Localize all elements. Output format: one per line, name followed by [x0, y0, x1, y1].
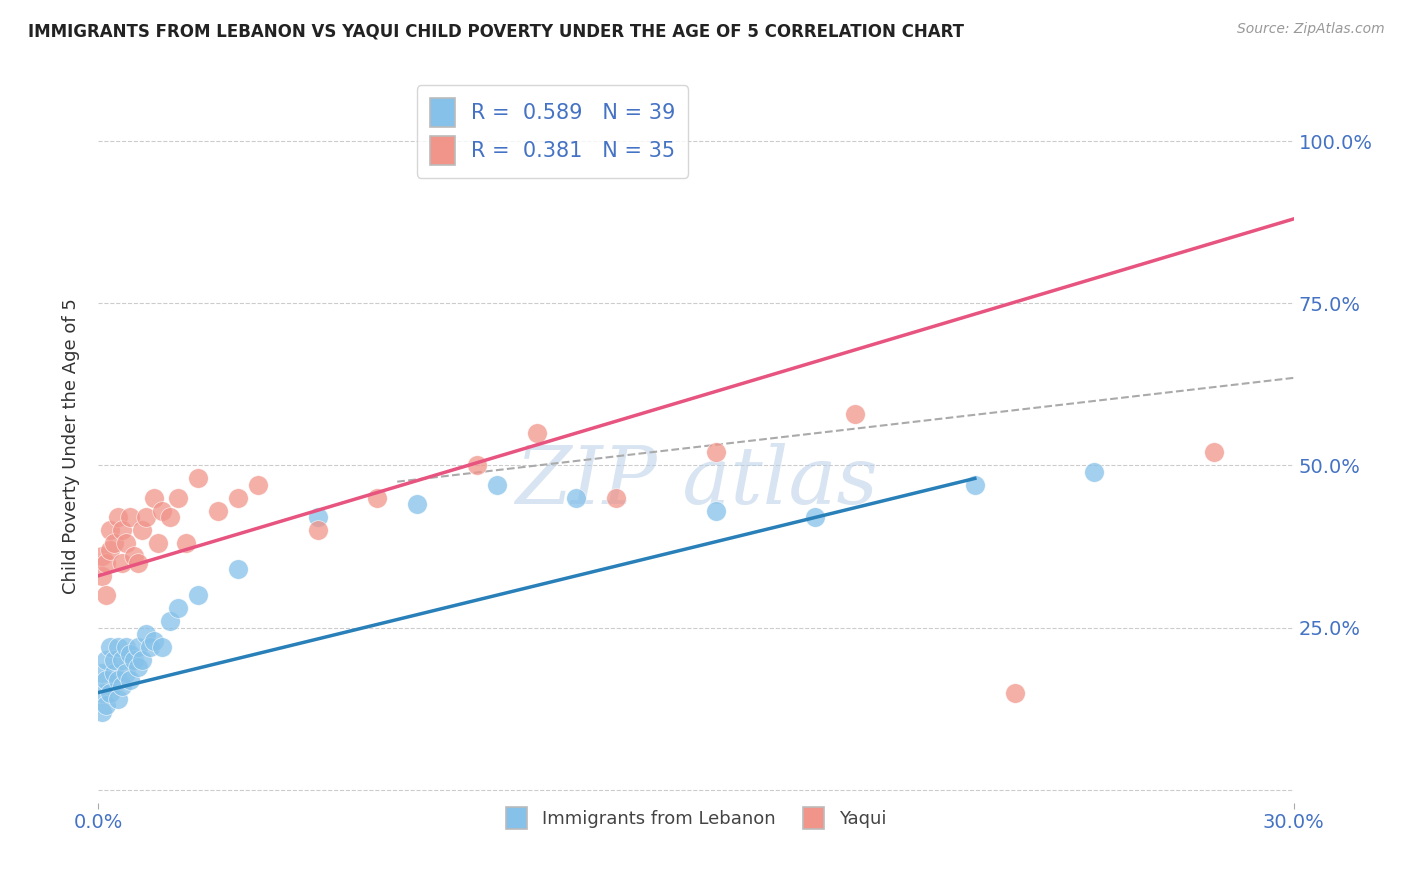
- Point: [1083, 465, 1105, 479]
- Point: [167, 491, 190, 505]
- Point: [103, 666, 125, 681]
- Point: [103, 653, 125, 667]
- Point: [1202, 445, 1225, 459]
- Y-axis label: Child Poverty Under the Age of 5: Child Poverty Under the Age of 5: [62, 298, 80, 594]
- Point: [115, 640, 138, 654]
- Point: [124, 549, 146, 564]
- Point: [96, 673, 118, 687]
- Point: [96, 588, 118, 602]
- Point: [91, 705, 114, 719]
- Point: [127, 659, 149, 673]
- Point: [98, 542, 122, 557]
- Point: [115, 666, 138, 681]
- Point: [91, 549, 114, 564]
- Point: [111, 524, 134, 538]
- Point: [159, 614, 181, 628]
- Point: [187, 588, 209, 602]
- Point: [103, 536, 125, 550]
- Point: [307, 524, 329, 538]
- Point: [127, 556, 149, 570]
- Point: [107, 640, 129, 654]
- Point: [107, 673, 129, 687]
- Point: [115, 536, 138, 550]
- Point: [226, 491, 249, 505]
- Point: [98, 524, 122, 538]
- Point: [124, 653, 146, 667]
- Point: [704, 445, 727, 459]
- Point: [804, 510, 827, 524]
- Point: [111, 679, 134, 693]
- Point: [207, 504, 229, 518]
- Point: [96, 556, 118, 570]
- Point: [143, 633, 166, 648]
- Point: [135, 510, 157, 524]
- Point: [307, 510, 329, 524]
- Point: [150, 504, 173, 518]
- Point: [131, 524, 153, 538]
- Point: [565, 491, 588, 505]
- Point: [91, 685, 114, 699]
- Point: [143, 491, 166, 505]
- Point: [127, 640, 149, 654]
- Point: [96, 698, 118, 713]
- Point: [366, 491, 388, 505]
- Point: [167, 601, 190, 615]
- Point: [226, 562, 249, 576]
- Text: Source: ZipAtlas.com: Source: ZipAtlas.com: [1237, 22, 1385, 37]
- Point: [120, 647, 142, 661]
- Point: [844, 407, 866, 421]
- Point: [107, 692, 129, 706]
- Point: [605, 491, 627, 505]
- Point: [148, 536, 170, 550]
- Point: [98, 685, 122, 699]
- Point: [111, 653, 134, 667]
- Point: [91, 568, 114, 582]
- Point: [91, 666, 114, 681]
- Point: [246, 478, 269, 492]
- Point: [465, 458, 488, 473]
- Point: [98, 640, 122, 654]
- Point: [406, 497, 429, 511]
- Point: [139, 640, 162, 654]
- Point: [963, 478, 986, 492]
- Point: [150, 640, 173, 654]
- Point: [1004, 685, 1026, 699]
- Point: [159, 510, 181, 524]
- Point: [485, 478, 508, 492]
- Point: [704, 504, 727, 518]
- Point: [111, 556, 134, 570]
- Point: [120, 673, 142, 687]
- Point: [526, 425, 548, 440]
- Point: [96, 653, 118, 667]
- Point: [131, 653, 153, 667]
- Point: [187, 471, 209, 485]
- Point: [120, 510, 142, 524]
- Point: [107, 510, 129, 524]
- Text: IMMIGRANTS FROM LEBANON VS YAQUI CHILD POVERTY UNDER THE AGE OF 5 CORRELATION CH: IMMIGRANTS FROM LEBANON VS YAQUI CHILD P…: [28, 22, 965, 40]
- Point: [135, 627, 157, 641]
- Text: ZIP atlas: ZIP atlas: [515, 443, 877, 520]
- Point: [174, 536, 197, 550]
- Legend: Immigrants from Lebanon, Yaqui: Immigrants from Lebanon, Yaqui: [499, 800, 893, 837]
